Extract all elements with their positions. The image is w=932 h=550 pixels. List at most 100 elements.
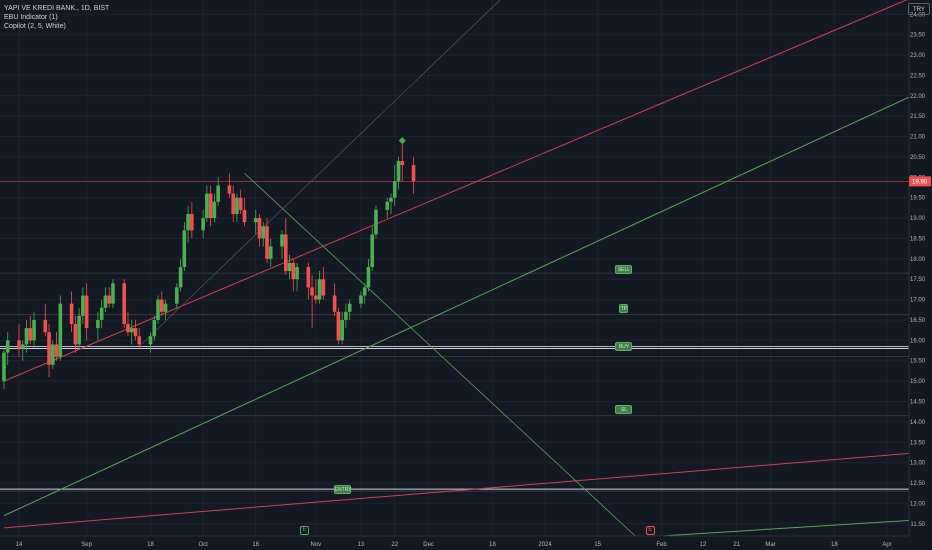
- candle-body: [253, 218, 258, 223]
- candle-body: [317, 279, 322, 300]
- candle-body: [20, 344, 25, 349]
- candle-body: [152, 319, 157, 337]
- candles: [2, 140, 416, 390]
- candle-body: [295, 266, 299, 280]
- candle-body: [24, 328, 29, 345]
- current-price-tag: [909, 176, 931, 187]
- candle-body: [190, 213, 194, 231]
- candle-body: [69, 303, 74, 325]
- price-tick-label: 15.50: [910, 359, 926, 365]
- price-tick-label: 21.50: [910, 114, 926, 120]
- candle-body: [17, 340, 21, 349]
- candle-body: [77, 315, 81, 345]
- candle-body: [96, 319, 100, 329]
- price-tick-label: 16.50: [910, 318, 926, 324]
- current-price-label: 19.90: [912, 179, 928, 185]
- candle-body: [54, 344, 59, 357]
- candle-body: [182, 230, 187, 267]
- level-marker-entry[interactable]: ENTRY: [333, 484, 352, 494]
- level-marker-sl[interactable]: SL: [615, 405, 633, 415]
- time-tick-label: Nov: [311, 542, 322, 548]
- time-axis-background: [0, 536, 932, 550]
- candle-body: [389, 197, 393, 202]
- candle-body: [362, 287, 367, 296]
- candle-body: [370, 234, 375, 267]
- candle-body: [306, 266, 311, 288]
- candle-body: [242, 209, 247, 223]
- chart-legend: YAPI VE KREDI BANK., 1D, BIST EBU Indica…: [4, 4, 109, 31]
- candle-body: [321, 279, 326, 296]
- price-axis: 24.00 23.50 23.00 22.50 22.00 21.50 21.00 20.50…: [908, 0, 932, 550]
- candle-body: [411, 165, 416, 182]
- candle-body: [268, 246, 273, 259]
- candle-body: [291, 262, 296, 280]
- time-tick-label: Feb: [656, 542, 667, 548]
- candle-body: [81, 295, 85, 316]
- candle-body: [227, 185, 232, 194]
- candle-body: [340, 319, 344, 341]
- candle-body: [261, 226, 266, 239]
- candle-body: [265, 226, 269, 259]
- price-tick-label: 12.00: [910, 501, 926, 507]
- grid: [0, 0, 909, 536]
- price-tick-label: 17.50: [910, 277, 926, 283]
- candle-body: [103, 295, 108, 308]
- candle-body: [366, 266, 371, 288]
- candle-body: [163, 303, 168, 312]
- legend-symbol[interactable]: YAPI VE KREDI BANK., 1D, BIST: [4, 5, 110, 12]
- earnings-event-icon[interactable]: E: [300, 526, 310, 535]
- candle-body: [332, 295, 337, 312]
- currency-button[interactable]: TRY: [908, 3, 930, 15]
- candle-body: [133, 328, 138, 337]
- time-tick-label: 12: [700, 542, 707, 548]
- candle-body: [175, 287, 179, 304]
- trendline-green-desc: [244, 172, 636, 537]
- candle-body: [359, 295, 363, 304]
- price-tick-label: 13.50: [910, 440, 926, 446]
- price-axis-background: [909, 0, 932, 550]
- signal-diamond-marker: [398, 137, 406, 145]
- time-tick-label: 18: [489, 542, 496, 548]
- candle-body: [73, 324, 78, 345]
- legend-indicator-copilot[interactable]: Copilot (2, 5, White): [4, 23, 66, 30]
- candle-body: [235, 197, 239, 214]
- candle-body: [58, 303, 63, 357]
- trendline-red-2: [3, 451, 921, 529]
- candle-body: [396, 161, 401, 182]
- price-tick-label: 18.50: [910, 236, 926, 242]
- candle-body: [137, 336, 142, 345]
- candle-body: [205, 193, 209, 219]
- candle-body: [201, 218, 205, 231]
- price-tick-label: 23.50: [910, 33, 926, 39]
- candle-body: [216, 185, 220, 202]
- candle-body: [208, 193, 213, 219]
- candle-body: [84, 295, 89, 329]
- candle-body: [156, 299, 160, 320]
- candle-body: [212, 201, 217, 219]
- candle-body: [231, 193, 235, 214]
- candle-body: [310, 287, 314, 296]
- level-marker-tp[interactable]: TP: [619, 304, 629, 314]
- time-tick-label: Oct: [198, 542, 208, 548]
- price-tick-label: 17.00: [910, 298, 926, 304]
- price-tick-label: 23.00: [910, 53, 926, 59]
- time-tick-label: 13: [358, 542, 365, 548]
- price-tick-label: 22.00: [910, 94, 926, 100]
- price-tick-label: 11.50: [910, 522, 925, 528]
- candle-body: [2, 352, 6, 382]
- level-marker-buy[interactable]: BUY: [615, 341, 633, 351]
- candle-body: [5, 340, 10, 353]
- time-tick-label: 2024: [538, 542, 552, 548]
- candle-body: [283, 234, 288, 272]
- legend-indicator-ebu[interactable]: EBU Indicator (1): [4, 14, 58, 21]
- candle-body: [238, 197, 243, 210]
- trendline-grey-diag: [139, 0, 501, 347]
- level-marker-sell[interactable]: SELL: [615, 264, 633, 274]
- earnings-event-icon[interactable]: E: [645, 526, 655, 535]
- candle-body: [28, 328, 33, 341]
- candle-body: [122, 283, 127, 325]
- candle-body: [186, 213, 190, 231]
- price-tick-label: 14.50: [910, 399, 926, 405]
